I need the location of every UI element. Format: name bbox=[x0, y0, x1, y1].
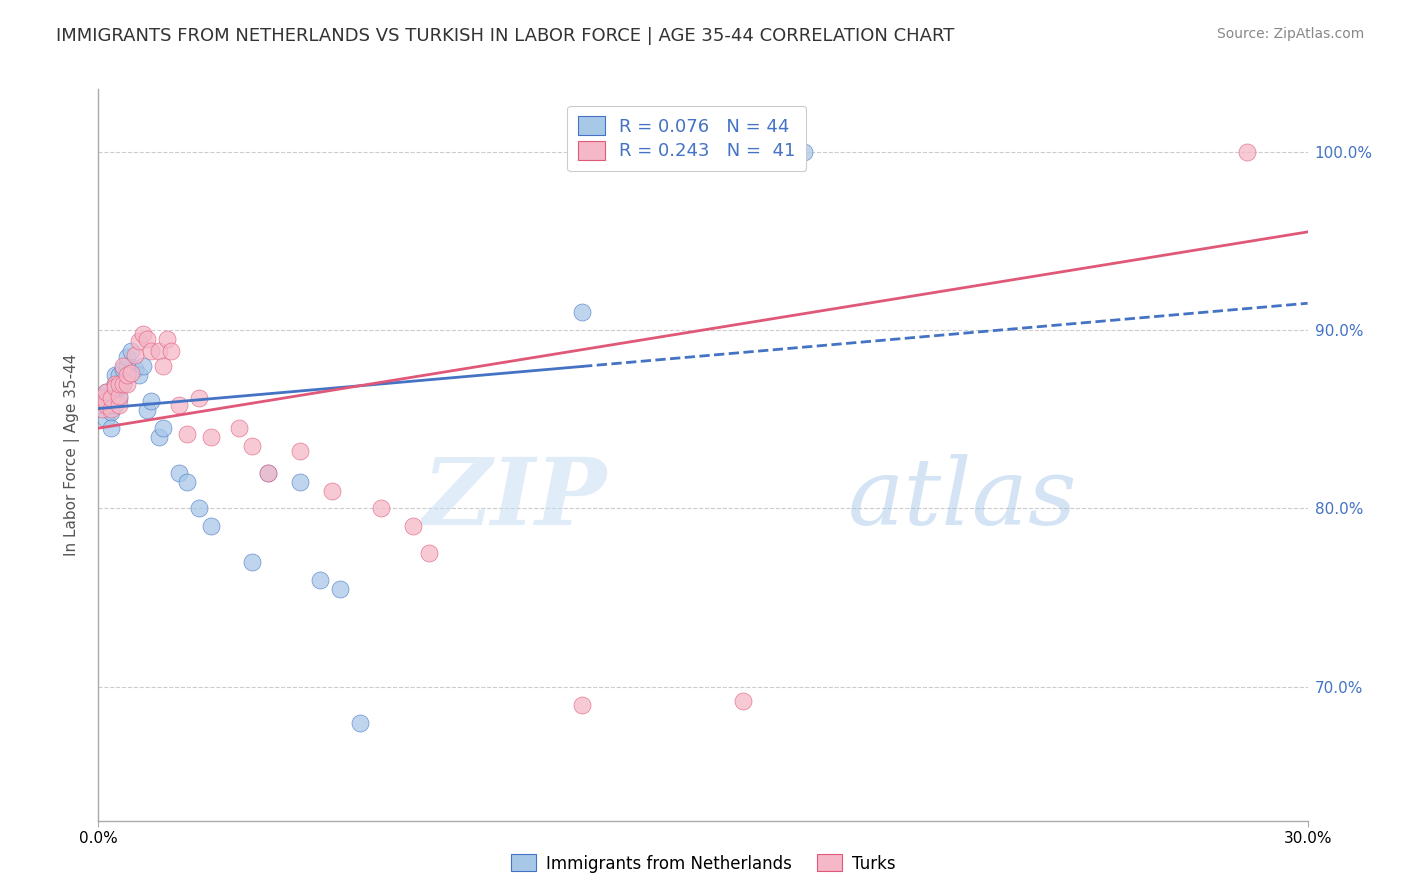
Point bbox=[96, 391, 118, 405]
Point bbox=[711, 145, 734, 159]
Point bbox=[128, 368, 150, 382]
Point bbox=[152, 359, 174, 373]
Point bbox=[132, 359, 155, 373]
Point bbox=[103, 368, 125, 382]
Text: Source: ZipAtlas.com: Source: ZipAtlas.com bbox=[1216, 27, 1364, 41]
Point bbox=[188, 501, 211, 516]
Point bbox=[96, 412, 118, 426]
Point bbox=[111, 376, 134, 391]
Point bbox=[1236, 145, 1258, 159]
Point bbox=[139, 344, 162, 359]
Point bbox=[103, 376, 125, 391]
Point bbox=[103, 380, 125, 394]
Point bbox=[228, 421, 250, 435]
Point bbox=[188, 391, 211, 405]
Point bbox=[571, 305, 593, 319]
Point bbox=[91, 401, 114, 416]
Point bbox=[148, 430, 170, 444]
Point bbox=[167, 466, 190, 480]
Point bbox=[128, 334, 150, 348]
Point bbox=[176, 475, 198, 489]
Point bbox=[107, 376, 129, 391]
Point bbox=[288, 444, 311, 458]
Point bbox=[733, 694, 755, 708]
Point bbox=[571, 698, 593, 712]
Point bbox=[100, 391, 122, 405]
Point bbox=[288, 475, 311, 489]
Point bbox=[91, 389, 114, 403]
Point bbox=[176, 426, 198, 441]
Point bbox=[91, 394, 114, 409]
Point bbox=[418, 546, 440, 560]
Point bbox=[96, 385, 118, 400]
Text: IMMIGRANTS FROM NETHERLANDS VS TURKISH IN LABOR FORCE | AGE 35-44 CORRELATION CH: IMMIGRANTS FROM NETHERLANDS VS TURKISH I… bbox=[56, 27, 955, 45]
Point bbox=[256, 466, 278, 480]
Point bbox=[107, 389, 129, 403]
Point bbox=[91, 391, 114, 405]
Text: ZIP: ZIP bbox=[422, 454, 606, 544]
Point bbox=[91, 398, 114, 412]
Point bbox=[107, 391, 129, 405]
Point bbox=[100, 398, 122, 412]
Point bbox=[329, 582, 352, 596]
Point bbox=[115, 359, 138, 373]
Point bbox=[139, 394, 162, 409]
Text: atlas: atlas bbox=[848, 454, 1077, 544]
Point bbox=[349, 715, 371, 730]
Point bbox=[107, 398, 129, 412]
Point bbox=[167, 398, 190, 412]
Point bbox=[96, 394, 118, 409]
Point bbox=[683, 145, 706, 159]
Point bbox=[120, 366, 142, 380]
Point bbox=[103, 385, 125, 400]
Legend: Immigrants from Netherlands, Turks: Immigrants from Netherlands, Turks bbox=[505, 847, 901, 880]
Point bbox=[321, 483, 343, 498]
Point bbox=[96, 394, 118, 409]
Point bbox=[120, 344, 142, 359]
Point bbox=[240, 555, 263, 569]
Point bbox=[148, 344, 170, 359]
Point bbox=[124, 348, 146, 362]
Point bbox=[111, 359, 134, 373]
Point bbox=[370, 501, 392, 516]
Point bbox=[240, 439, 263, 453]
Point bbox=[96, 398, 118, 412]
Point bbox=[793, 145, 815, 159]
Point bbox=[156, 332, 179, 346]
Point bbox=[200, 430, 222, 444]
Point bbox=[111, 362, 134, 376]
Point bbox=[100, 421, 122, 435]
Point bbox=[100, 391, 122, 405]
Point bbox=[200, 519, 222, 533]
Point bbox=[100, 405, 122, 419]
Point bbox=[115, 350, 138, 364]
Point bbox=[103, 376, 125, 391]
Point bbox=[100, 401, 122, 416]
Point bbox=[124, 362, 146, 376]
Point bbox=[256, 466, 278, 480]
Point bbox=[132, 326, 155, 341]
Y-axis label: In Labor Force | Age 35-44: In Labor Force | Age 35-44 bbox=[63, 354, 80, 556]
Point bbox=[135, 403, 157, 417]
Point bbox=[160, 344, 183, 359]
Point bbox=[115, 376, 138, 391]
Point bbox=[107, 380, 129, 394]
Point bbox=[111, 376, 134, 391]
Point bbox=[309, 573, 332, 587]
Point bbox=[103, 398, 125, 412]
Legend: R = 0.076   N = 44, R = 0.243   N =  41: R = 0.076 N = 44, R = 0.243 N = 41 bbox=[567, 105, 807, 171]
Point bbox=[96, 385, 118, 400]
Point bbox=[107, 368, 129, 382]
Point bbox=[152, 421, 174, 435]
Point bbox=[402, 519, 425, 533]
Point bbox=[135, 332, 157, 346]
Point bbox=[115, 368, 138, 382]
